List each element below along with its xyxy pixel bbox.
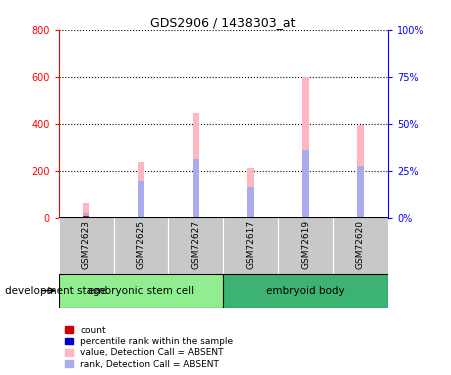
Bar: [59, 274, 223, 308]
Bar: [83, 216, 89, 217]
Text: GSM72623: GSM72623: [82, 220, 91, 269]
Bar: [357, 125, 364, 217]
Bar: [302, 77, 309, 218]
Bar: [83, 203, 89, 217]
Text: GSM72619: GSM72619: [301, 220, 310, 269]
Bar: [357, 166, 364, 218]
Text: GSM72617: GSM72617: [246, 220, 255, 269]
Text: GSM72627: GSM72627: [191, 220, 200, 269]
Text: embryonic stem cell: embryonic stem cell: [88, 286, 194, 296]
Bar: [248, 168, 254, 217]
Bar: [193, 113, 199, 218]
Bar: [248, 187, 254, 218]
Bar: [278, 217, 333, 274]
Bar: [138, 181, 144, 218]
Text: GSM72625: GSM72625: [137, 220, 145, 269]
Bar: [302, 150, 309, 217]
Text: development stage: development stage: [5, 286, 106, 296]
Legend: count, percentile rank within the sample, value, Detection Call = ABSENT, rank, : count, percentile rank within the sample…: [63, 324, 235, 370]
Text: GSM72620: GSM72620: [356, 220, 365, 269]
Bar: [223, 217, 278, 274]
Bar: [223, 274, 388, 308]
Bar: [59, 217, 114, 274]
Bar: [333, 217, 388, 274]
Bar: [138, 162, 144, 218]
Bar: [114, 217, 168, 274]
Title: GDS2906 / 1438303_at: GDS2906 / 1438303_at: [151, 16, 296, 29]
Bar: [168, 217, 223, 274]
Bar: [193, 159, 199, 218]
Bar: [83, 213, 89, 217]
Text: embryoid body: embryoid body: [266, 286, 345, 296]
